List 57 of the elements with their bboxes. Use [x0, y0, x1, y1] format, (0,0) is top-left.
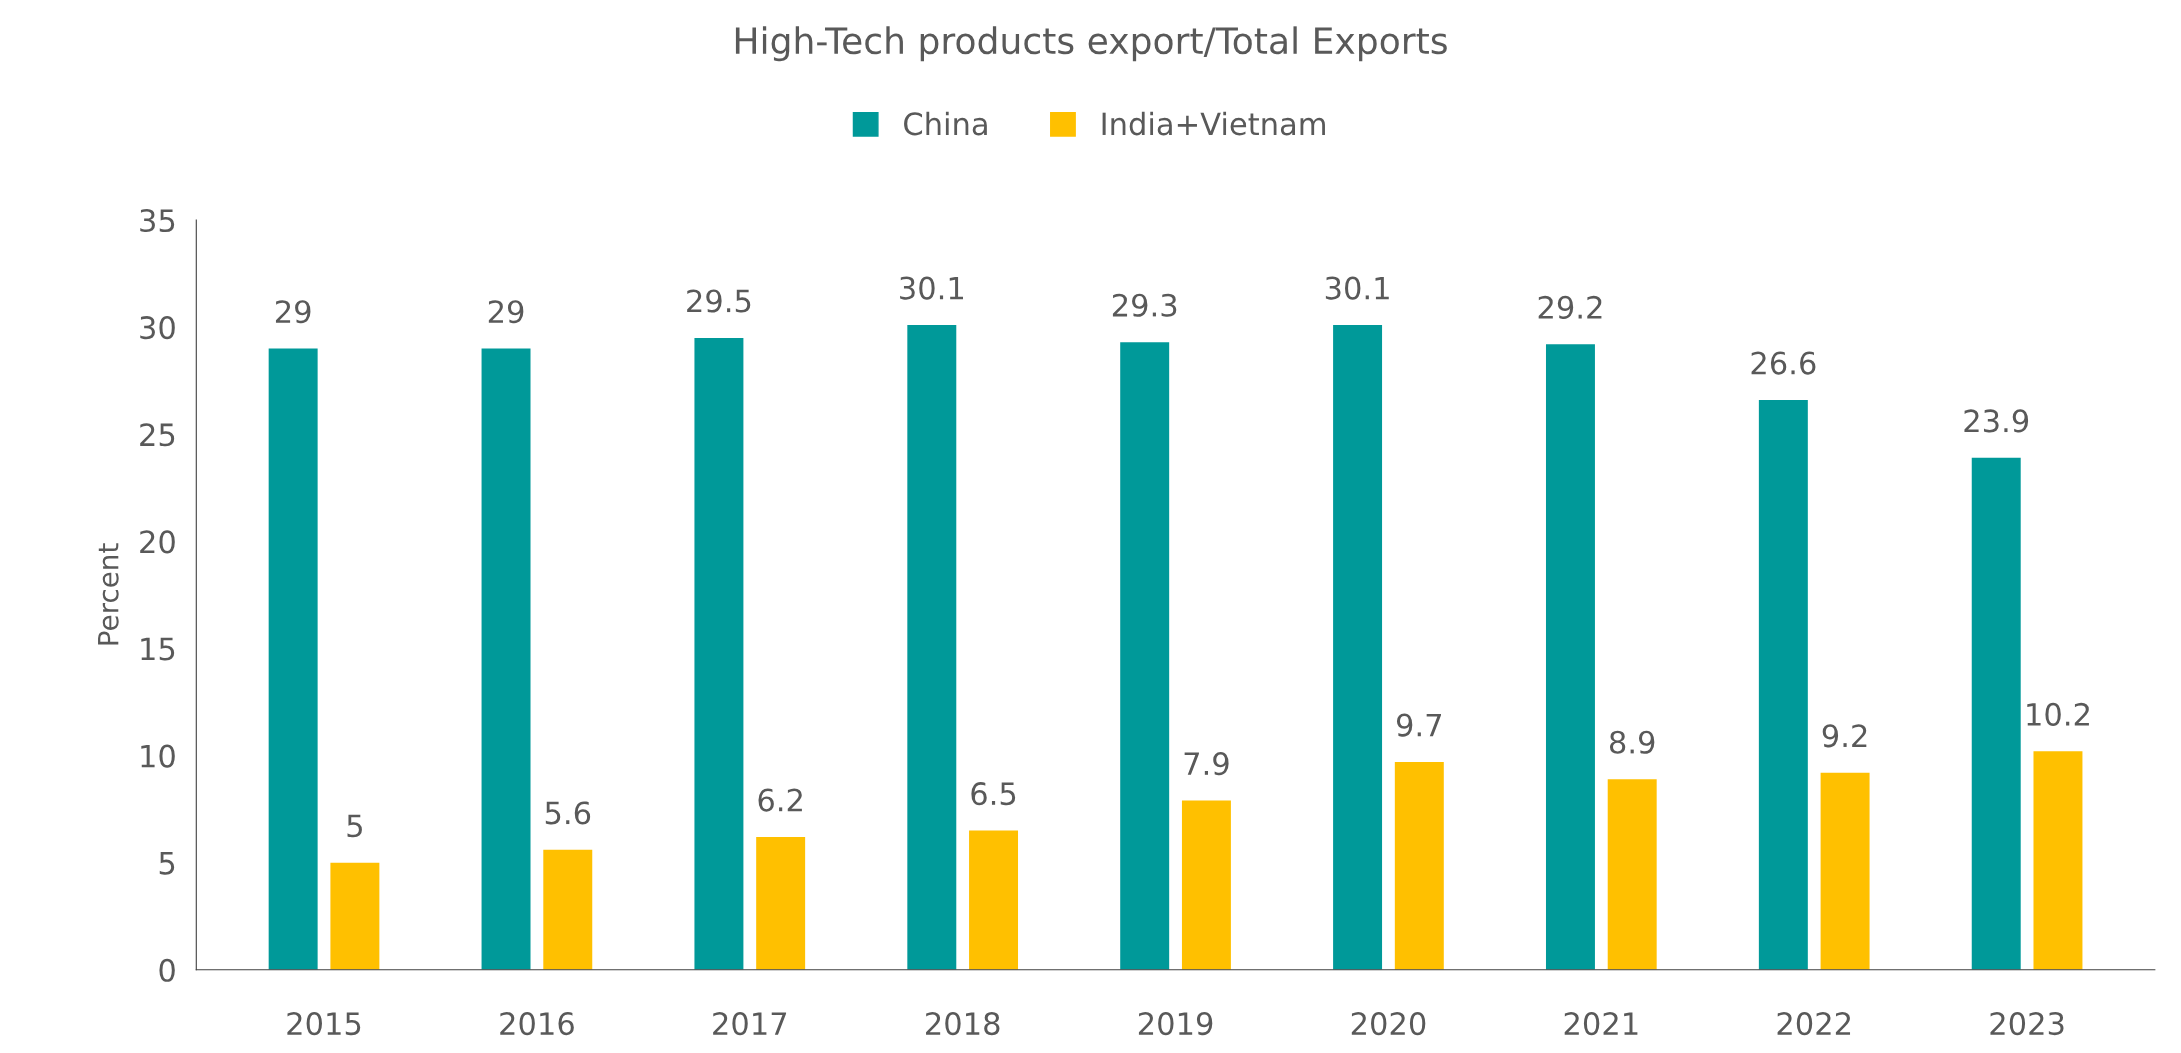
data-label: 23.9 [1964, 409, 2029, 433]
y-tick-label: 10 [141, 744, 175, 768]
data-label: 9.7 [1396, 713, 1441, 737]
chart-title: High-Tech products export/Total Exports [735, 26, 1447, 62]
bar [481, 348, 531, 970]
bar [1181, 800, 1231, 970]
data-label: 6.5 [971, 782, 1016, 806]
x-tick-label: 2019 [1138, 1012, 1213, 1036]
bar [1333, 325, 1383, 970]
x-tick-label: 2017 [713, 1012, 787, 1036]
bar [1607, 779, 1657, 970]
bar [1394, 762, 1444, 970]
data-label: 30.1 [1325, 276, 1389, 300]
data-label: 7.9 [1184, 752, 1229, 776]
x-tick-label: 2016 [500, 1012, 574, 1036]
bar [1120, 342, 1170, 970]
data-label: 6.2 [758, 788, 802, 812]
x-tick-label: 2021 [1564, 1012, 1638, 1036]
bar [1971, 457, 2021, 970]
x-tick-label: 2023 [1990, 1012, 2064, 1036]
data-label: 5 [347, 814, 362, 838]
data-label: 26.6 [1751, 351, 1816, 375]
bar [543, 849, 593, 970]
y-tick-label: 35 [140, 209, 175, 233]
bar [268, 348, 318, 970]
y-tick-label: 0 [159, 958, 175, 982]
data-label: 29.5 [687, 289, 751, 313]
bar [907, 325, 957, 970]
y-tick-label: 20 [140, 530, 175, 554]
bar [1545, 344, 1595, 970]
bar [694, 337, 744, 970]
y-tick-label: 25 [140, 423, 175, 447]
y-tick-label: 15 [141, 637, 175, 661]
x-tick-label: 2018 [926, 1012, 1000, 1036]
y-axis-title: Percent [98, 543, 119, 645]
legend-label: India+Vietnam [1102, 111, 1325, 136]
data-label: 9.2 [1822, 724, 1867, 748]
data-label: 29 [275, 300, 311, 324]
data-label: 8.9 [1609, 730, 1655, 754]
data-label: 5.6 [545, 801, 591, 825]
x-tick-label: 2020 [1351, 1012, 1426, 1036]
bar [2033, 751, 2083, 970]
y-tick-label: 5 [159, 852, 175, 875]
data-label: 29 [488, 300, 524, 324]
data-label: 30.1 [900, 276, 963, 300]
bar [969, 830, 1019, 970]
bar [1820, 772, 1870, 970]
bar [330, 862, 380, 970]
bar [1758, 400, 1808, 970]
legend-label: China [904, 111, 987, 136]
x-tick-label: 2022 [1777, 1012, 1851, 1036]
data-label: 29.3 [1112, 293, 1177, 317]
bar [756, 837, 806, 970]
x-tick-label: 2015 [287, 1012, 361, 1036]
data-label: 10.2 [2027, 702, 2089, 726]
y-tick-label: 30 [140, 316, 175, 340]
data-label: 29.2 [1538, 295, 1602, 319]
